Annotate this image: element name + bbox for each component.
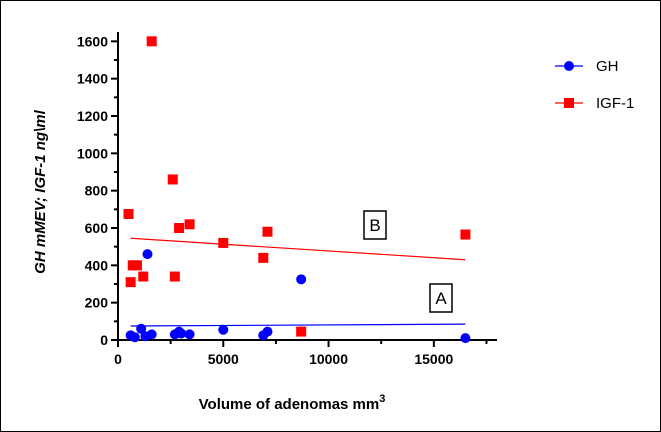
igf-1-point xyxy=(131,260,142,271)
igf-1-point xyxy=(125,277,136,288)
gh-point xyxy=(129,332,140,343)
y-tick-label: 800 xyxy=(85,183,109,199)
trend-label-text: A xyxy=(435,289,447,308)
y-tick-label: 1000 xyxy=(77,145,108,161)
igf-1-point xyxy=(167,174,178,185)
igf-1-point xyxy=(123,209,134,219)
x-axis-title-text: Volume of adenomas mm xyxy=(199,396,380,413)
y-tick-label: 0 xyxy=(100,332,108,348)
igf-1-point xyxy=(138,271,149,282)
x-axis-title-superscript: 3 xyxy=(379,393,385,405)
gh-point xyxy=(460,333,471,344)
legend-marker xyxy=(564,98,574,108)
gh-point xyxy=(136,323,147,334)
legend-label: IGF-1 xyxy=(596,95,634,112)
trend-lines xyxy=(130,237,466,327)
gh-point xyxy=(142,249,153,260)
x-tick-label: 10000 xyxy=(309,351,348,367)
x-tick-label: 5000 xyxy=(208,351,239,367)
x-axis-title: Volume of adenomas mm3 xyxy=(199,393,386,413)
trend-label-b: B xyxy=(363,210,387,240)
igf-1-point xyxy=(218,237,229,248)
legend-item-igf-1: IGF-1 xyxy=(555,95,634,112)
y-axis-title: GH mMEV; IGF-1 ng\ml xyxy=(32,109,49,273)
legend-marker xyxy=(564,61,574,71)
y-tick-label: 600 xyxy=(85,220,109,236)
igf-1-point xyxy=(262,226,273,237)
igf-1-trend-line xyxy=(130,237,466,261)
igf-1-point xyxy=(460,229,471,240)
legend-item-gh: GH xyxy=(555,58,619,75)
igf-1-point xyxy=(174,223,185,233)
igf-1-point xyxy=(169,271,180,282)
y-tick-label: 1600 xyxy=(77,33,108,49)
gh-point xyxy=(146,329,157,340)
trend-label-a: A xyxy=(429,283,453,313)
data-points xyxy=(123,36,471,344)
y-tick-label: 1200 xyxy=(77,108,108,124)
gh-point xyxy=(184,329,195,340)
trend-annotations: AB xyxy=(363,210,453,313)
gh-point xyxy=(218,324,229,335)
y-axis: 0 200 400 600 800 1000 1200 1400 1600 xyxy=(77,32,119,348)
gh-point xyxy=(296,274,307,285)
y-tick-label: 1400 xyxy=(77,71,108,87)
x-axis: 0 5000 10000 15000 xyxy=(114,339,497,367)
x-tick-label: 15000 xyxy=(414,351,453,367)
igf-1-point xyxy=(258,252,269,263)
y-tick-label: 400 xyxy=(85,257,109,273)
gh-point xyxy=(262,326,273,337)
igf-1-point xyxy=(146,36,157,47)
igf-1-point xyxy=(184,219,195,230)
legend-label: GH xyxy=(596,58,619,75)
gh-trend-line xyxy=(130,323,466,327)
trend-label-box xyxy=(429,283,453,313)
trend-label-box xyxy=(363,210,387,240)
gh-point xyxy=(176,328,187,339)
trend-label-text: B xyxy=(369,216,380,235)
y-tick-label: 200 xyxy=(85,295,109,311)
legend: GH IGF-1 xyxy=(555,58,634,112)
igf-1-point xyxy=(296,326,307,337)
x-tick-label: 0 xyxy=(114,351,122,367)
